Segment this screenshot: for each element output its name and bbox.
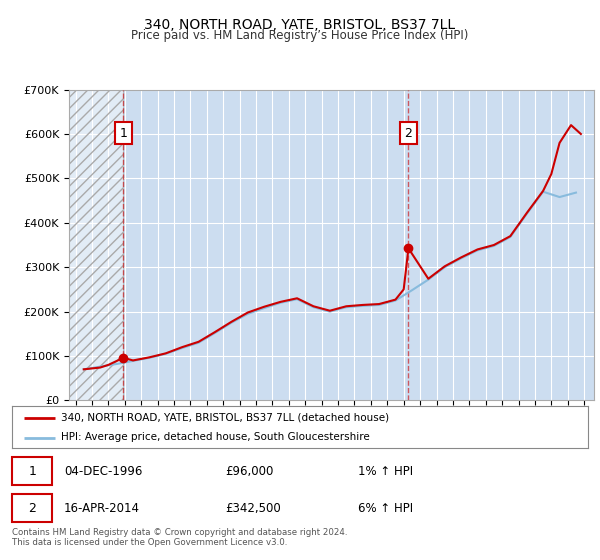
Bar: [69, 90, 124, 400]
Text: 1% ↑ HPI: 1% ↑ HPI: [358, 465, 413, 478]
Text: 2: 2: [28, 502, 36, 515]
Bar: [69, 90, 124, 400]
Text: 1: 1: [119, 127, 127, 139]
Text: HPI: Average price, detached house, South Gloucestershire: HPI: Average price, detached house, Sout…: [61, 432, 370, 442]
FancyBboxPatch shape: [12, 494, 52, 522]
Text: 6% ↑ HPI: 6% ↑ HPI: [358, 502, 413, 515]
Text: 2: 2: [404, 127, 412, 139]
FancyBboxPatch shape: [12, 457, 52, 485]
Text: Price paid vs. HM Land Registry’s House Price Index (HPI): Price paid vs. HM Land Registry’s House …: [131, 29, 469, 42]
Text: 04-DEC-1996: 04-DEC-1996: [64, 465, 142, 478]
Text: 340, NORTH ROAD, YATE, BRISTOL, BS37 7LL: 340, NORTH ROAD, YATE, BRISTOL, BS37 7LL: [145, 18, 455, 32]
Text: Contains HM Land Registry data © Crown copyright and database right 2024.
This d: Contains HM Land Registry data © Crown c…: [12, 528, 347, 547]
Text: 340, NORTH ROAD, YATE, BRISTOL, BS37 7LL (detached house): 340, NORTH ROAD, YATE, BRISTOL, BS37 7LL…: [61, 413, 389, 423]
Text: £96,000: £96,000: [225, 465, 274, 478]
Text: 16-APR-2014: 16-APR-2014: [64, 502, 140, 515]
Text: 1: 1: [28, 465, 36, 478]
Text: £342,500: £342,500: [225, 502, 281, 515]
